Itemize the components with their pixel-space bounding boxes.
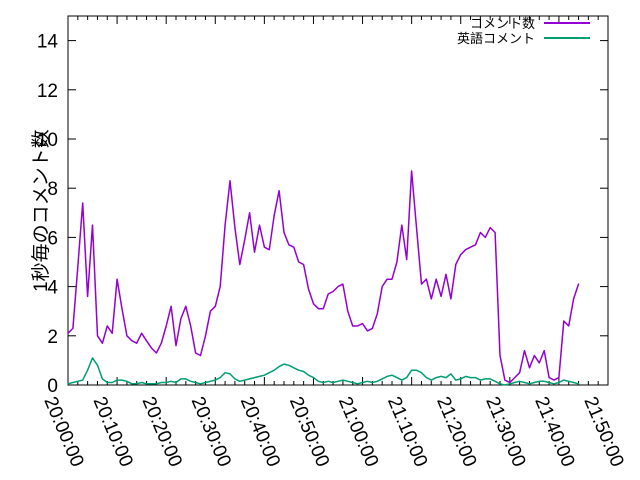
y-tick-label: 6 xyxy=(47,228,58,249)
y-tick-label: 10 xyxy=(37,130,58,151)
series-line-english-comments xyxy=(67,357,580,386)
legend-label-comments: コメント数 xyxy=(469,16,535,31)
legend-label-english-comments: 英語コメント xyxy=(456,31,535,46)
plot-border xyxy=(67,15,609,386)
x-tick-label: 20:10:00 xyxy=(88,394,136,470)
x-tick-label: 20:00:00 xyxy=(39,394,87,470)
legend: コメント数 英語コメント xyxy=(456,15,590,46)
x-tick-label: 20:50:00 xyxy=(285,394,333,470)
x-tick-label: 21:50:00 xyxy=(579,394,627,470)
y-tick-label: 14 xyxy=(37,32,59,53)
x-tick-label: 20:40:00 xyxy=(236,394,284,470)
y-tick-label: 4 xyxy=(47,278,58,299)
y-tick-label: 12 xyxy=(37,81,58,102)
y-tick-label: 2 xyxy=(47,327,58,348)
y-tick-label: 8 xyxy=(47,179,58,200)
y-tick-label: 0 xyxy=(47,376,58,397)
x-tick-label: 21:30:00 xyxy=(481,394,529,470)
legend-swatch-english-comments xyxy=(544,36,590,39)
legend-swatch-comments xyxy=(544,21,590,24)
legend-item-comments: コメント数 xyxy=(457,15,590,31)
legend-item-english-comments: 英語コメント xyxy=(456,30,590,46)
x-tick-label: 21:10:00 xyxy=(383,394,431,470)
x-tick-label: 21:40:00 xyxy=(530,394,578,470)
y-axis-title: 1秒毎のコメント数 xyxy=(31,129,52,292)
x-tick-label: 20:20:00 xyxy=(138,394,186,470)
x-tick-label: 20:30:00 xyxy=(187,394,235,470)
x-tick-label: 21:20:00 xyxy=(432,394,480,470)
x-tick-label: 21:00:00 xyxy=(334,394,382,470)
series-line-comments xyxy=(67,170,580,384)
